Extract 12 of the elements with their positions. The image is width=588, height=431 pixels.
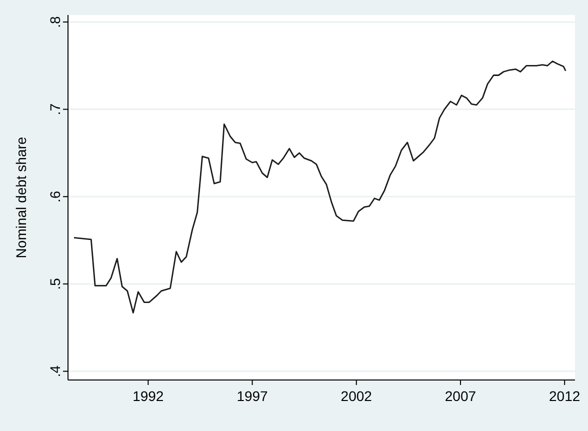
y-axis-title: Nominal debt share [13,136,29,258]
x-tick-label: 1992 [132,388,164,404]
y-tick-label: .4 [47,365,63,378]
x-tick-label: 1997 [236,388,268,404]
y-tick-label: .5 [47,278,63,290]
x-tick-label: 2007 [444,388,476,404]
y-tick-label: .6 [47,190,63,202]
line-series [73,60,566,314]
y-tick-label: .7 [47,103,63,116]
x-tick-label: 2012 [549,388,580,404]
y-tick-label: .8 [47,16,63,28]
x-tick-label: 2002 [340,388,372,404]
